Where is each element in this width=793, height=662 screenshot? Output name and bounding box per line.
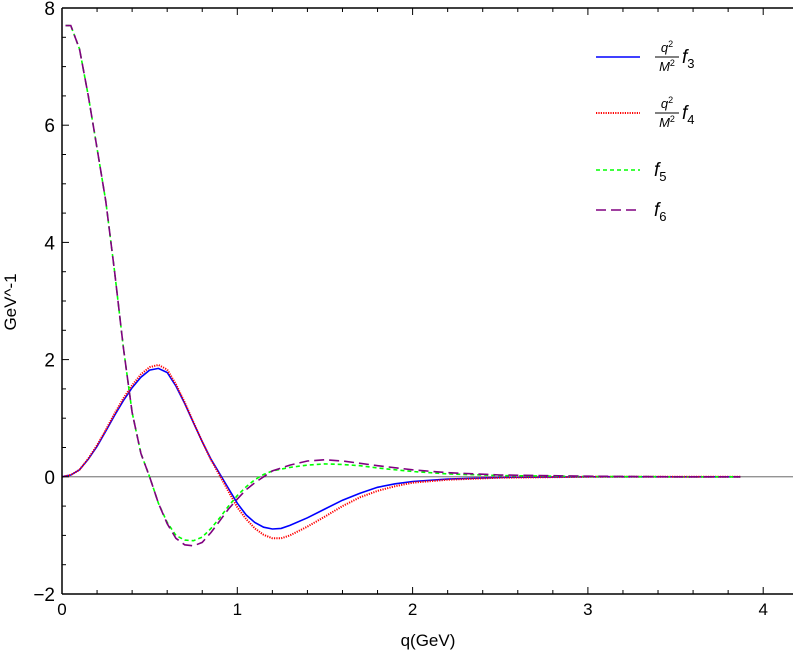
legend-label-f6: f6 [654,200,667,224]
y-axis-label: GeV^-1 [1,273,20,330]
legend-label-f4: f4 [682,103,695,127]
x-tick-label: 3 [583,600,592,619]
y-tick-label: 2 [44,351,55,372]
series-line-f6 [65,24,741,547]
legend-fraction-numerator: q2 [661,95,673,111]
y-tick-label: 0 [44,468,55,489]
series-group [61,24,741,547]
x-tick-label: 4 [758,600,767,619]
series-line-f4 [61,363,741,540]
x-tick-label: 0 [57,600,66,619]
y-tick-label: 8 [44,0,55,20]
y-tick-label: 4 [44,233,55,254]
x-tick-label: 1 [233,600,242,619]
x-axis-label: q(GeV) [401,631,456,650]
series-line-f5 [65,24,741,542]
legend-label-f3: f3 [682,47,695,71]
series-line-f3 [61,367,741,530]
y-tick-label: 6 [44,116,55,137]
legend-fraction-numerator: q2 [661,39,673,55]
legend: q2 M2 f3 q2 M2 f4 f5 f6 [596,39,695,224]
legend-label-f5: f5 [654,160,667,184]
x-tick-label: 2 [408,600,417,619]
y-tick-label: −2 [33,585,55,606]
legend-fraction-denominator: M2 [659,114,675,130]
legend-fraction-denominator: M2 [659,58,675,74]
